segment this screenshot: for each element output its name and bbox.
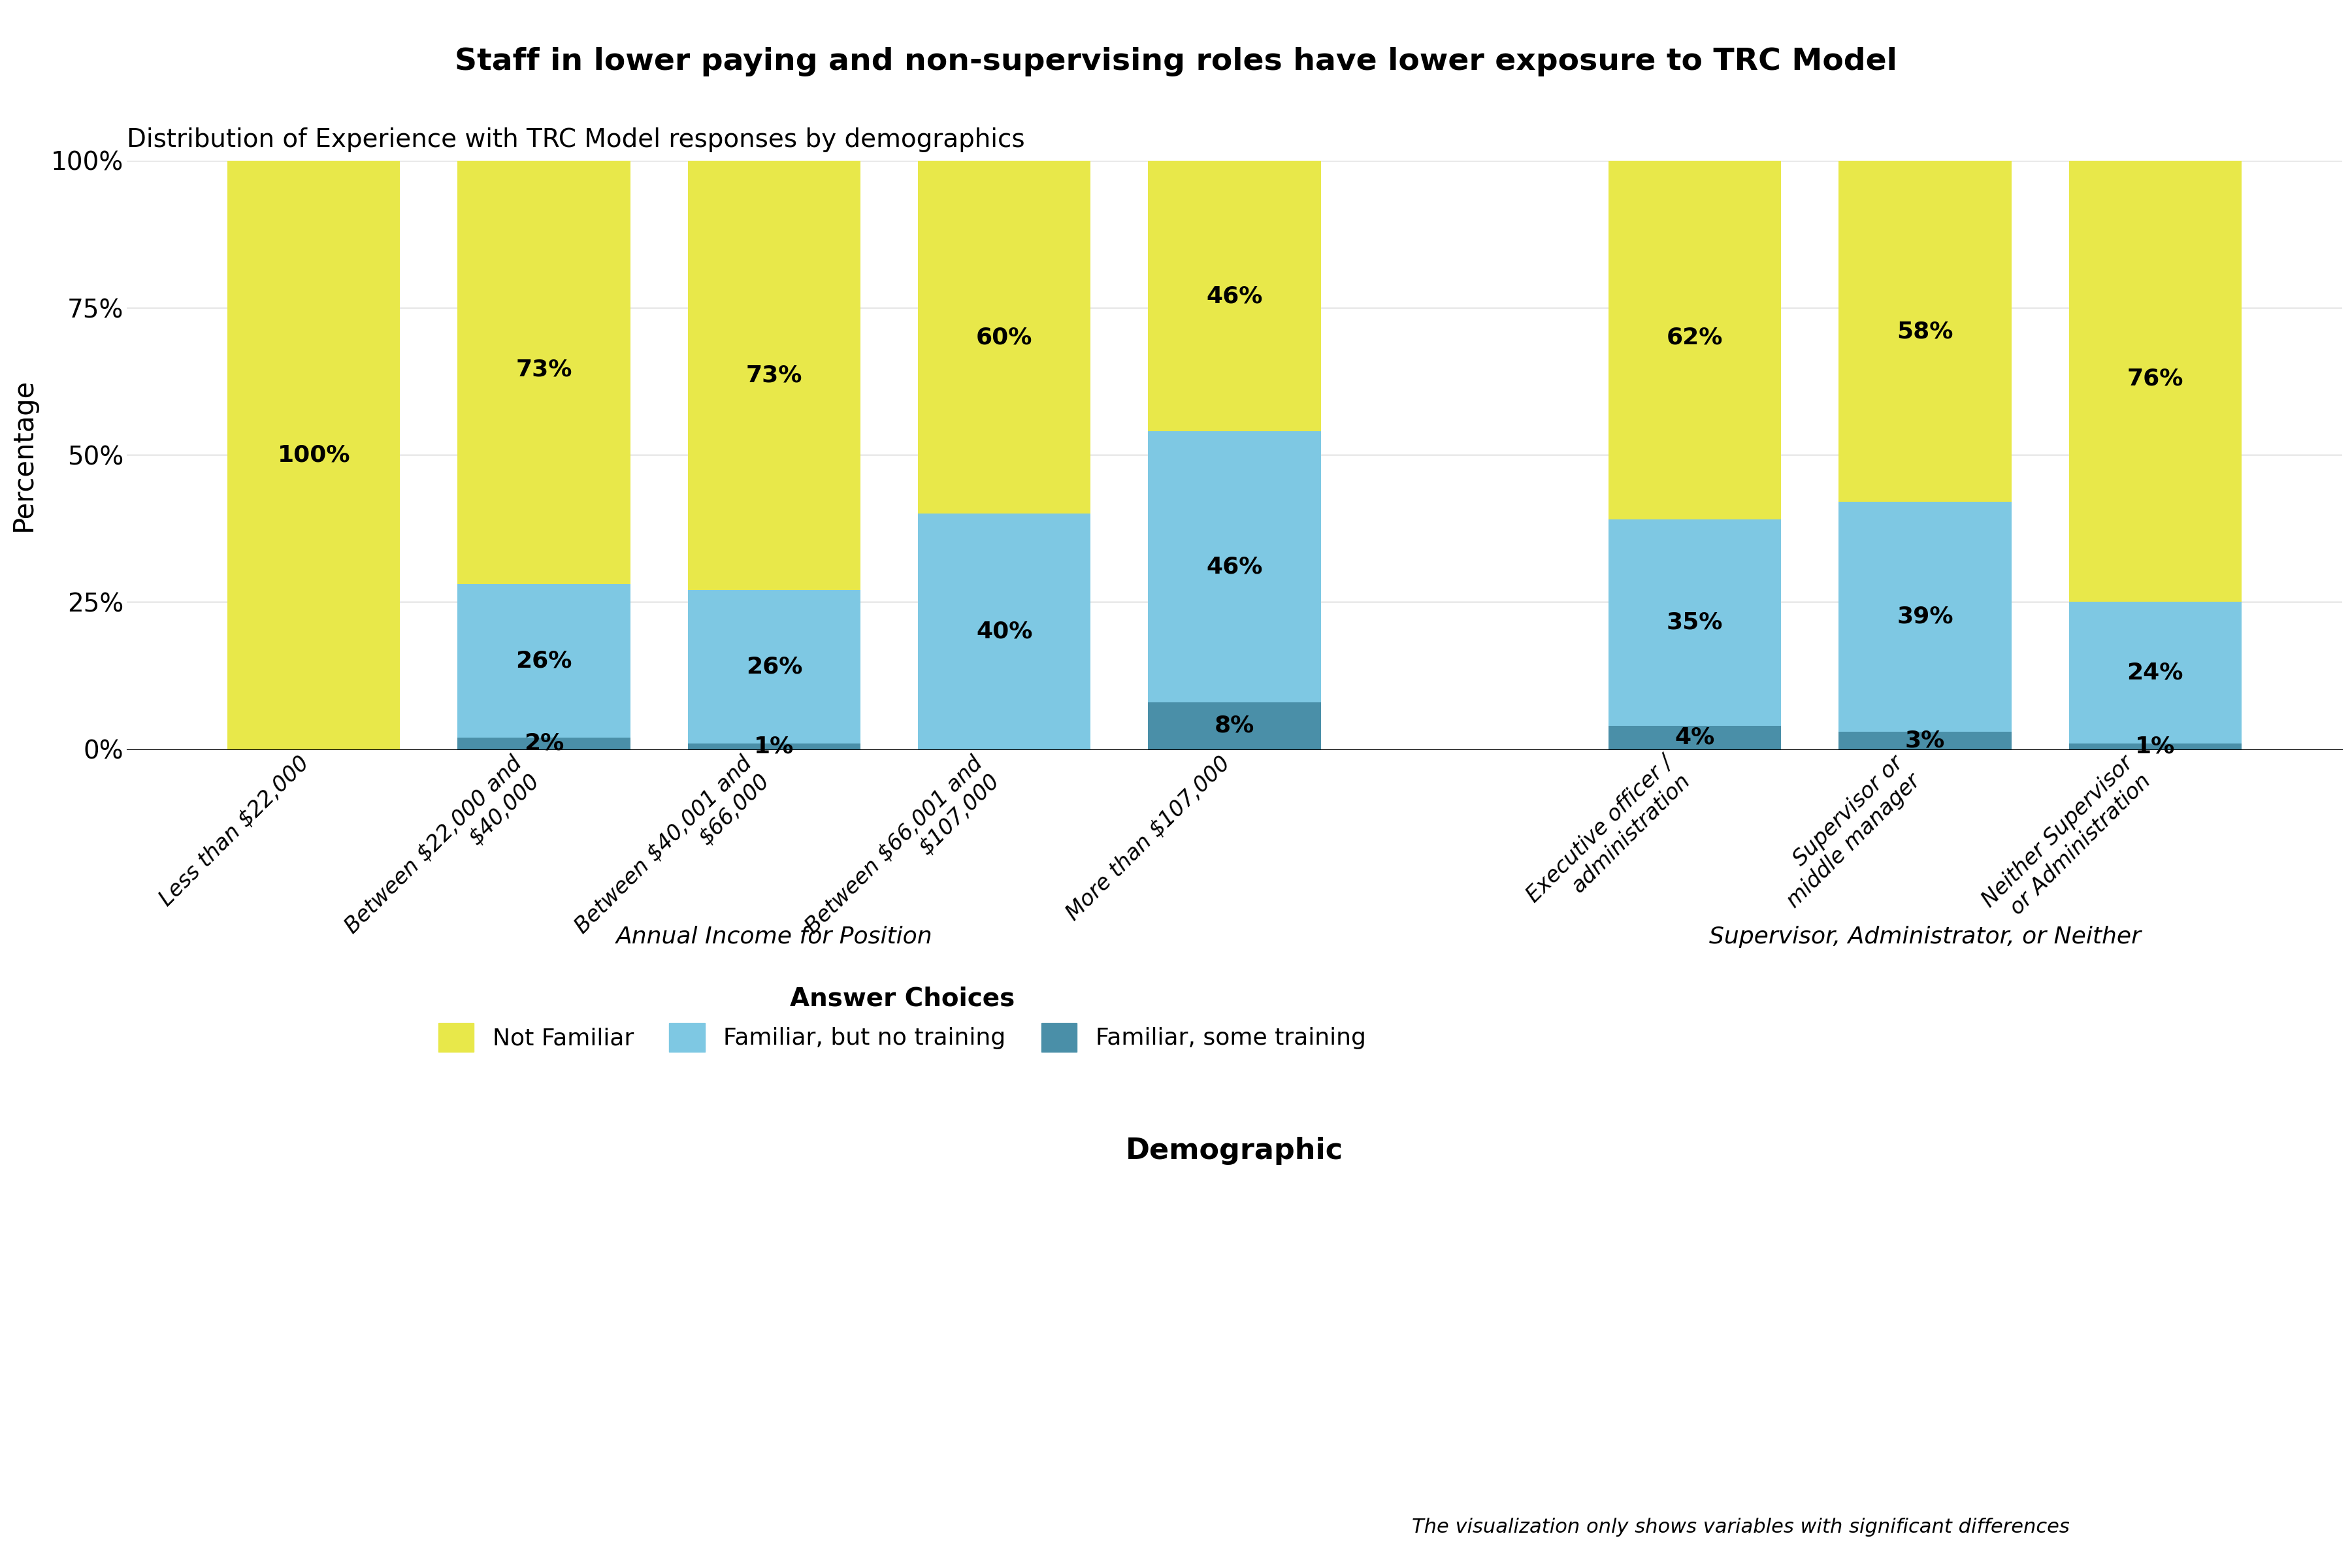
Text: 46%: 46% [1207, 285, 1263, 307]
Bar [459, 585, 630, 737]
Text: Supervisor, Administrator, or Neither: Supervisor, Administrator, or Neither [1710, 925, 2140, 949]
Bar [1609, 519, 1780, 726]
Text: 4%: 4% [1675, 726, 1715, 748]
Y-axis label: Percentage: Percentage [9, 378, 38, 532]
Text: 39%: 39% [1896, 605, 1952, 627]
Bar [1839, 502, 2011, 732]
Text: 35%: 35% [1668, 612, 1724, 633]
Bar [1839, 732, 2011, 750]
Bar [687, 743, 861, 750]
Bar [2070, 743, 2241, 750]
Bar [1609, 726, 1780, 750]
Bar [687, 160, 861, 590]
Text: 76%: 76% [2126, 367, 2183, 389]
Bar [917, 514, 1091, 750]
Text: Staff in lower paying and non-supervising roles have lower exposure to TRC Model: Staff in lower paying and non-supervisin… [454, 47, 1898, 77]
Bar [459, 737, 630, 750]
Text: 1%: 1% [2136, 735, 2176, 757]
Text: 73%: 73% [515, 359, 572, 381]
Bar [2070, 602, 2241, 743]
Text: 26%: 26% [746, 655, 802, 677]
Bar [1148, 702, 1322, 750]
Bar [228, 160, 400, 750]
Bar [459, 155, 630, 585]
X-axis label: Demographic: Demographic [1127, 1137, 1343, 1165]
Text: 2%: 2% [524, 732, 564, 754]
Text: 8%: 8% [1214, 715, 1254, 737]
Text: 62%: 62% [1668, 326, 1724, 348]
Text: 58%: 58% [1896, 320, 1952, 342]
Text: 60%: 60% [976, 326, 1033, 348]
Text: 26%: 26% [515, 649, 572, 673]
Text: 46%: 46% [1207, 555, 1263, 579]
Bar [1839, 160, 2011, 502]
Bar [1609, 155, 1780, 519]
Text: 100%: 100% [278, 444, 350, 466]
Text: 40%: 40% [976, 621, 1033, 643]
Bar [1148, 160, 1322, 431]
Text: 73%: 73% [746, 364, 802, 387]
Bar [687, 590, 861, 743]
Text: 3%: 3% [1905, 729, 1945, 751]
Bar [1148, 431, 1322, 702]
Text: 24%: 24% [2126, 662, 2183, 684]
Text: The visualization only shows variables with significant differences: The visualization only shows variables w… [1411, 1518, 2070, 1537]
Legend: Not Familiar, Familiar, but no training, Familiar, some training: Not Familiar, Familiar, but no training,… [428, 977, 1376, 1062]
Text: Distribution of Experience with TRC Model responses by demographics: Distribution of Experience with TRC Mode… [127, 127, 1025, 152]
Text: Annual Income for Position: Annual Income for Position [616, 925, 931, 949]
Bar [917, 160, 1091, 514]
Text: 1%: 1% [755, 735, 795, 757]
Bar [2070, 155, 2241, 602]
